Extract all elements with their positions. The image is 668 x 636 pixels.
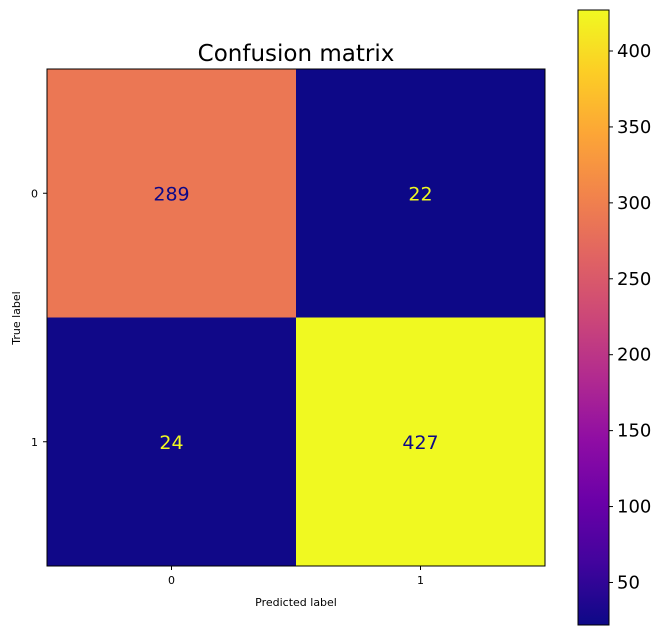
colorbar-tick-label: 100 — [617, 497, 651, 518]
x-axis-label: Predicted label — [255, 596, 337, 609]
matrix-cell — [47, 317, 297, 567]
colorbar-tick-label: 350 — [617, 117, 651, 138]
x-tick-label: 1 — [417, 574, 424, 587]
y-tick-label: 0 — [31, 187, 38, 200]
colorbar-tick-label: 200 — [617, 345, 651, 366]
colorbar-tick-label: 50 — [617, 572, 640, 593]
colorbar — [577, 9, 610, 626]
y-axis-ticks: 01 — [31, 187, 47, 449]
colorbar-ticks: 50 100 150 200 250 300 350 400 — [609, 41, 651, 593]
colorbar-tick-label: 150 — [617, 421, 651, 442]
matrix-cells: 289 22 24 427 — [47, 69, 546, 567]
cell-value-label: 24 — [159, 432, 183, 454]
colorbar-tick-label: 300 — [617, 193, 651, 214]
y-tick-label: 1 — [31, 436, 38, 449]
y-axis-label: True label — [10, 291, 23, 345]
chart-title: Confusion matrix — [198, 41, 395, 67]
cell-value-label: 427 — [402, 432, 438, 454]
colorbar-tick-label: 400 — [617, 41, 651, 62]
matrix-cell — [47, 69, 297, 318]
x-tick-label: 0 — [168, 574, 175, 587]
matrix-cell — [296, 69, 546, 318]
cell-value-label: 22 — [408, 183, 432, 205]
plot-frame — [46, 68, 546, 567]
colorbar-tick-label: 250 — [617, 269, 651, 290]
matrix-cell — [296, 317, 546, 567]
cell-value-label: 289 — [153, 183, 189, 205]
